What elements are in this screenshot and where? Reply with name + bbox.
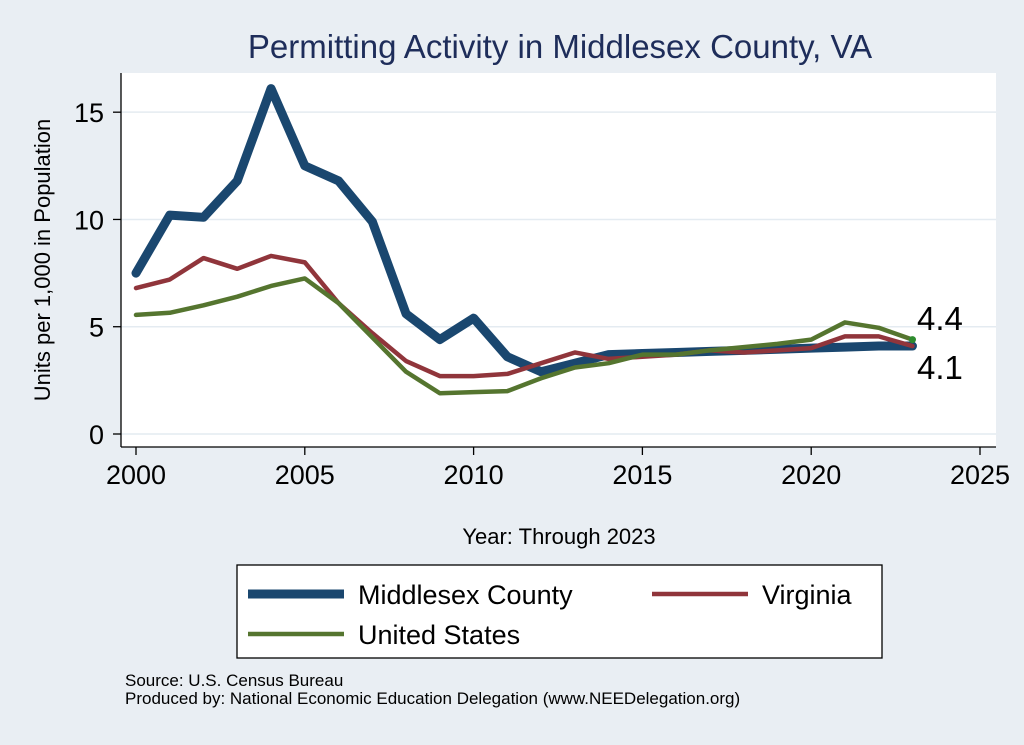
series-layer — [131, 84, 917, 396]
legend-label: Virginia — [762, 580, 853, 610]
y-tick-label: 5 — [89, 313, 104, 343]
legend-label: United States — [358, 620, 520, 650]
x-tick-label: 2025 — [950, 460, 1010, 490]
y-axis-label: Units per 1,000 in Population — [30, 119, 55, 402]
source-note: Source: U.S. Census Bureau — [125, 671, 344, 690]
end-value-label: 4.1 — [917, 349, 963, 386]
end-point-marker — [908, 336, 916, 344]
y-tick-label: 0 — [89, 420, 104, 450]
annotations: 4.44.1 — [908, 300, 963, 386]
y-tick-label: 15 — [74, 98, 104, 128]
legend: Middlesex County Virginia United States — [236, 564, 883, 659]
x-tick-label: 2000 — [106, 460, 166, 490]
x-tick-label: 2010 — [444, 460, 504, 490]
plot-area — [121, 73, 996, 447]
x-tick-label: 2015 — [612, 460, 672, 490]
y-tick-label: 10 — [74, 205, 104, 235]
end-value-label: 4.4 — [917, 300, 963, 337]
x-tick-label: 2005 — [275, 460, 335, 490]
axes: 0 5 10 15 2000 2005 2010 2015 2020 2025 — [74, 73, 1010, 490]
x-axis-label: Year: Through 2023 — [462, 524, 655, 549]
series-line-united-states — [133, 276, 915, 396]
series-line-virginia — [133, 253, 915, 379]
chart-title: Permitting Activity in Middlesex County,… — [248, 28, 872, 65]
producer-note: Produced by: National Economic Education… — [125, 689, 741, 708]
legend-box — [236, 564, 883, 659]
legend-label: Middlesex County — [358, 580, 573, 610]
x-tick-label: 2020 — [781, 460, 841, 490]
